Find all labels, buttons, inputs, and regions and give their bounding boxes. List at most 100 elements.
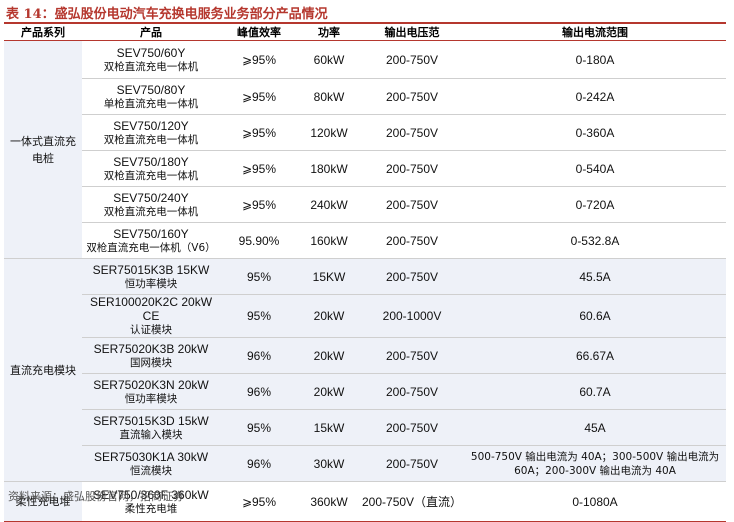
product-desc: 恒功率模块 bbox=[124, 392, 178, 405]
efficiency-cell: ⩾95% bbox=[220, 114, 298, 151]
header-efficiency: 峰值效率 bbox=[220, 24, 298, 41]
product-cell: SER75020K3N 20kW 恒功率模块 bbox=[82, 373, 220, 410]
current-cell: 500-750V 输出电流为 40A；300-500V 输出电流为 60A；20… bbox=[464, 445, 726, 482]
power-cell: 20kW bbox=[298, 373, 360, 410]
product-cell: SER75030K1A 30kW 恒流模块 bbox=[82, 445, 220, 482]
efficiency-cell: 96% bbox=[220, 337, 298, 374]
product-desc: 单枪直流充电一体机 bbox=[103, 97, 199, 110]
header-series: 产品系列 bbox=[4, 24, 82, 41]
table-row: SEV750/80Y 单枪直流充电一体机 ⩾95% 80kW 200-750V 0-242… bbox=[4, 78, 726, 115]
table-row: SEV750/180Y 双枪直流充电一体机 ⩾95% 180kW 200-750V 0-5… bbox=[4, 150, 726, 187]
power-cell: 15kW bbox=[298, 409, 360, 446]
voltage-cell: 200-750V bbox=[360, 258, 464, 295]
voltage-cell: 200-750V bbox=[360, 186, 464, 223]
product-cell: SER75020K3B 20kW 国网模块 bbox=[82, 337, 220, 374]
product-name: SEV750/160Y bbox=[113, 226, 189, 241]
efficiency-cell: 95% bbox=[220, 409, 298, 446]
product-desc: 国网模块 bbox=[130, 356, 172, 369]
efficiency-cell: ⩾95% bbox=[220, 150, 298, 187]
header-power: 功率 bbox=[298, 24, 360, 41]
voltage-cell: 200-1000V bbox=[360, 294, 464, 338]
table-row: 柔性充电堆 SEV750/360F 360kW 柔性充电堆 ⩾95% 360kW 200-… bbox=[4, 481, 726, 522]
header-row: 产品系列 产品 峰值效率 功率 输出电压范 输出电流范围 bbox=[4, 24, 726, 41]
table-row: SER75020K3N 20kW 恒功率模块 96% 20kW 200-750V 60.7… bbox=[4, 373, 726, 410]
power-cell: 15KW bbox=[298, 258, 360, 295]
product-cell: SEV750/360F 360kW 柔性充电堆 bbox=[82, 481, 220, 522]
voltage-cell: 200-750V bbox=[360, 40, 464, 79]
power-cell: 240kW bbox=[298, 186, 360, 223]
voltage-cell: 200-750V bbox=[360, 150, 464, 187]
voltage-cell: 200-750V bbox=[360, 445, 464, 482]
product-desc: 直流输入模块 bbox=[119, 428, 183, 441]
current-cell: 0-180A bbox=[464, 40, 726, 79]
efficiency-cell: ⩾95% bbox=[220, 481, 298, 522]
table-title: 表 14：盛弘股份电动汽车充换电服务业务部分产品情况 bbox=[6, 7, 328, 22]
table-body: 一体式直流充电桩 SEV750/60Y 双枪直流充电一体机 ⩾95% 60kW 200-7… bbox=[4, 40, 726, 522]
product-desc: 双枪直流充电一体机 bbox=[103, 205, 199, 218]
current-cell: 0-360A bbox=[464, 114, 726, 151]
series-cell: 一体式直流充电桩 bbox=[4, 40, 82, 259]
current-cell: 45A bbox=[464, 409, 726, 446]
product-cell: SER100020K2C 20kW CE 认证模块 bbox=[82, 294, 220, 338]
efficiency-cell: 96% bbox=[220, 445, 298, 482]
product-desc: 双枪直流充电一体机 bbox=[103, 60, 199, 73]
voltage-cell: 200-750V bbox=[360, 114, 464, 151]
product-name: SEV750/120Y bbox=[113, 118, 189, 133]
current-cell: 45.5A bbox=[464, 258, 726, 295]
current-cell: 60.6A bbox=[464, 294, 726, 338]
product-name: SER75020K3B 20kW bbox=[93, 341, 209, 356]
product-cell: SEV750/180Y 双枪直流充电一体机 bbox=[82, 150, 220, 187]
current-cell: 0-720A bbox=[464, 186, 726, 223]
product-cell: SER75015K3D 15kW 直流输入模块 bbox=[82, 409, 220, 446]
product-name: SER75015K3B 15KW bbox=[92, 262, 210, 277]
header-voltage: 输出电压范 bbox=[360, 24, 464, 41]
table-row: SER75015K3D 15kW 直流输入模块 95% 15kW 200-750V 45A bbox=[4, 409, 726, 446]
efficiency-cell: 95% bbox=[220, 294, 298, 338]
power-cell: 60kW bbox=[298, 40, 360, 79]
product-name: SEV750/60Y bbox=[116, 45, 186, 60]
product-cell: SER75015K3B 15KW 恒功率模块 bbox=[82, 258, 220, 295]
current-cell: 0-532.8A bbox=[464, 222, 726, 259]
power-cell: 80kW bbox=[298, 78, 360, 115]
product-name: SER75020K3N 20kW bbox=[93, 377, 209, 392]
current-cell: 60.7A bbox=[464, 373, 726, 410]
power-cell: 20kW bbox=[298, 337, 360, 374]
table-row: 直流充电模块 SER75015K3B 15KW 恒功率模块 95% 15KW 200-75… bbox=[4, 258, 726, 482]
current-cell: 0-1080A bbox=[464, 481, 726, 522]
current-cell: 66.67A bbox=[464, 337, 726, 374]
top-rule bbox=[4, 22, 726, 24]
efficiency-cell: ⩾95% bbox=[220, 186, 298, 223]
product-desc: 认证模块 bbox=[130, 324, 172, 336]
product-cell: SEV750/240Y 双枪直流充电一体机 bbox=[82, 186, 220, 223]
efficiency-cell: 95% bbox=[220, 258, 298, 295]
efficiency-cell: 95.90% bbox=[220, 222, 298, 259]
power-cell: 180kW bbox=[298, 150, 360, 187]
product-name: SEV750/180Y bbox=[113, 154, 189, 169]
product-name: SER75030K1A 30kW bbox=[93, 449, 209, 464]
source-note: 资料来源：盛弘股份官网，招商证券 bbox=[8, 490, 184, 503]
header-product: 产品 bbox=[82, 24, 220, 41]
product-desc: 双枪直流充电一体机（V6） bbox=[86, 241, 216, 254]
product-name: SEV750/360F 360kW bbox=[93, 487, 209, 502]
voltage-cell: 200-750V bbox=[360, 373, 464, 410]
product-name: SEV750/80Y bbox=[116, 82, 186, 97]
series-cell: 直流充电模块 bbox=[4, 258, 82, 482]
efficiency-cell: ⩾95% bbox=[220, 40, 298, 79]
voltage-cell: 200-750V bbox=[360, 222, 464, 259]
product-name: SER75015K3D 15kW bbox=[93, 413, 209, 428]
product-name: SER100020K2C 20kW CE bbox=[89, 295, 213, 323]
voltage-cell: 200-750V bbox=[360, 78, 464, 115]
product-cell: SEV750/60Y 双枪直流充电一体机 bbox=[82, 40, 220, 79]
power-cell: 360kW bbox=[298, 481, 360, 522]
efficiency-cell: 96% bbox=[220, 373, 298, 410]
product-desc: 双枪直流充电一体机 bbox=[103, 169, 199, 182]
power-cell: 30kW bbox=[298, 445, 360, 482]
product-desc: 双枪直流充电一体机 bbox=[103, 133, 199, 146]
voltage-cell: 200-750V bbox=[360, 409, 464, 446]
table-row: SER100020K2C 20kW CE 认证模块 95% 20kW 200-1000V… bbox=[4, 294, 726, 338]
product-cell: SEV750/160Y 双枪直流充电一体机（V6） bbox=[82, 222, 220, 259]
product-name: SEV750/240Y bbox=[113, 190, 189, 205]
table-row: SER75030K1A 30kW 恒流模块 96% 30kW 200-750V 500-7… bbox=[4, 445, 726, 482]
current-cell: 0-540A bbox=[464, 150, 726, 187]
table-row: SEV750/120Y 双枪直流充电一体机 ⩾95% 120kW 200-750V 0-3… bbox=[4, 114, 726, 151]
